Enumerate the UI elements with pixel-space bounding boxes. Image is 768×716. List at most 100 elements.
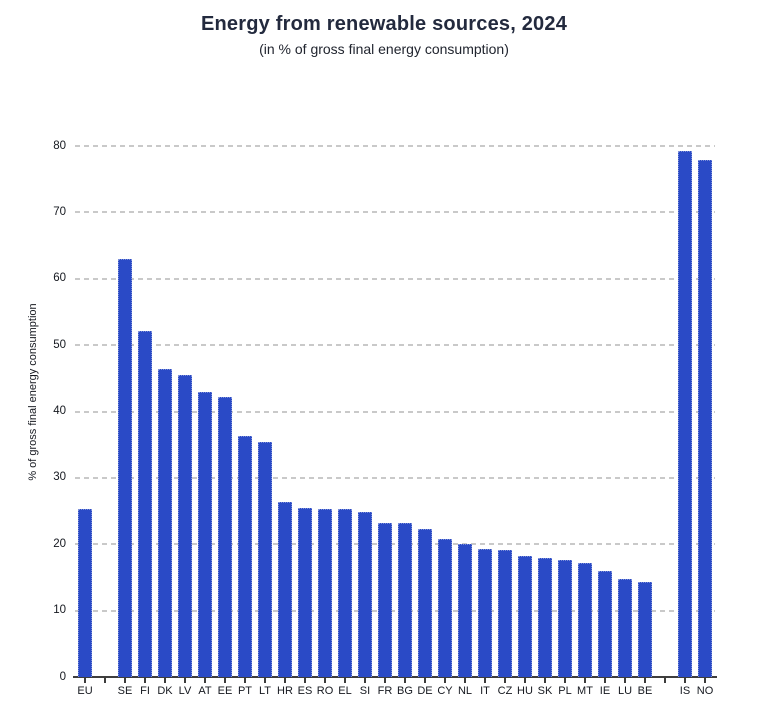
bar-SE [118, 258, 132, 677]
y-tick-label-0: 0 [59, 670, 66, 683]
x-label-LU: LU [617, 685, 633, 697]
gridline-30 [75, 476, 715, 479]
gridline-20 [75, 543, 715, 546]
x-tick-NO [704, 678, 706, 683]
x-label-NL: NL [457, 685, 473, 697]
bar-LU [618, 579, 632, 677]
bar-PT [238, 436, 252, 677]
x-label-BG: BG [397, 685, 413, 697]
gridline-80 [75, 145, 715, 147]
bar-PL [558, 559, 572, 677]
x-tick-LU [624, 678, 626, 683]
y-tick-label-20: 20 [53, 537, 66, 550]
x-tick-RO [324, 678, 326, 683]
x-label-PL: PL [558, 685, 572, 697]
bar-DK [158, 369, 172, 677]
gridline-40 [75, 410, 715, 413]
x-label-CZ: CZ [497, 685, 513, 697]
bar-NO [698, 159, 712, 677]
x-tick-CZ [504, 678, 506, 683]
x-tick-PT [244, 678, 246, 683]
x-tick-MT [584, 678, 586, 683]
x-label-EU: EU [77, 685, 93, 697]
y-tick-label-50: 50 [53, 338, 66, 351]
x-tick-LV [184, 678, 186, 683]
x-tick-IE [604, 678, 606, 683]
bar-LV [178, 375, 192, 677]
x-label-SE: SE [117, 685, 133, 697]
x-tick-LT [264, 678, 266, 683]
bar-IE [598, 570, 612, 677]
x-label-DE: DE [417, 685, 433, 697]
x-tick-BG [404, 678, 406, 683]
x-label-HU: HU [517, 685, 533, 697]
x-tick-BE [644, 678, 646, 683]
chart-title: Energy from renewable sources, 2024 [200, 13, 568, 35]
y-tick-label-30: 30 [53, 471, 66, 484]
x-label-HR: HR [277, 685, 293, 697]
x-tick-HR [284, 678, 286, 683]
x-tick-EL [344, 678, 346, 683]
x-tick-ES [304, 678, 306, 683]
x-tick-SI [364, 678, 366, 683]
x-tick-CY [444, 678, 446, 683]
x-tick-PL [564, 678, 566, 683]
bar-SI [358, 511, 372, 677]
bar-FR [378, 523, 392, 677]
bar-IS [678, 150, 692, 677]
x-label-IS: IS [679, 685, 691, 697]
x-tick-DK [164, 678, 166, 683]
x-tick-SK [544, 678, 546, 683]
x-tick-FI [144, 678, 146, 683]
x-tick-NL [464, 678, 466, 683]
bar-IT [478, 548, 492, 677]
gridline-50 [75, 344, 715, 347]
x-tick-IS [684, 678, 686, 683]
x-label-PT: PT [237, 685, 253, 697]
bar-HR [278, 501, 292, 677]
x-axis-line [73, 676, 717, 678]
x-label-IT: IT [480, 685, 490, 697]
bar-AT [198, 392, 212, 677]
x-label-SK: SK [537, 685, 553, 697]
bar-EE [218, 396, 232, 677]
bar-HU [518, 556, 532, 677]
x-label-EL: EL [338, 685, 352, 697]
x-tick-SE [124, 678, 126, 683]
x-tick-AT [204, 678, 206, 683]
x-tick-HU [524, 678, 526, 683]
gridline-70 [75, 211, 715, 214]
x-label-CY: CY [437, 685, 453, 697]
x-label-AT: AT [198, 685, 212, 697]
x-label-LV: LV [178, 685, 192, 697]
x-label-ES: ES [297, 685, 313, 697]
plot-area: 0 10 20 30 40 50 60 70 80 EU SE FI DK LV AT EE PT LT HR ES R… [53, 140, 717, 697]
y-tick-label-40: 40 [53, 405, 66, 417]
x-label-EE: EE [217, 685, 233, 697]
x-tick-EU [84, 678, 86, 683]
bar-CZ [498, 549, 512, 677]
bar-NL [458, 544, 472, 677]
bar-EU [78, 509, 92, 677]
x-tick-DE [424, 678, 426, 683]
x-label-LT: LT [258, 685, 272, 697]
y-tick-label-60: 60 [53, 272, 66, 285]
y-tick-label-70: 70 [53, 205, 66, 218]
y-axis-title: % of gross final energy consumption [27, 303, 39, 481]
bar-EL [338, 509, 352, 677]
x-label-FR: FR [377, 685, 393, 697]
bar-LT [258, 442, 272, 677]
bar-MT [578, 562, 592, 677]
bar-SK [538, 557, 552, 677]
bar-FI [138, 330, 152, 677]
bar-RO [318, 509, 332, 677]
chart-subtitle: (in % of gross final energy consumption) [259, 41, 509, 57]
bar-ES [298, 508, 312, 677]
x-tick-gap-1 [104, 678, 106, 683]
x-tick-EE [224, 678, 226, 683]
bar-BE [638, 582, 652, 677]
bar-BG [398, 523, 412, 677]
x-label-NO: NO [696, 685, 714, 697]
x-label-FI: FI [140, 685, 150, 697]
